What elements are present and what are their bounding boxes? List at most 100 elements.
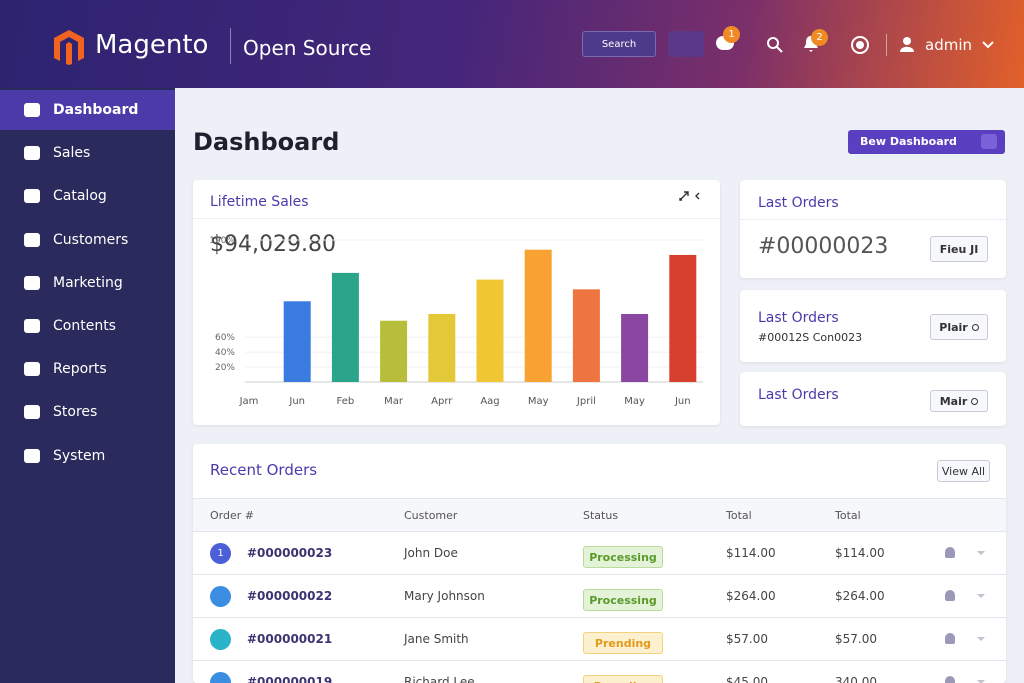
x-tick-label: Feb [337,396,355,407]
nav-item[interactable]: Customers [0,220,175,260]
order-subtitle: #00012S Con0023 [758,331,863,344]
order-icon [210,672,231,683]
customer: Mary Johnson [404,589,485,603]
nav-icon [24,405,40,420]
logo-icon [54,30,84,65]
column-header: Status [583,509,619,522]
order-icon [210,586,231,607]
total: $264.00 [835,589,885,603]
status: Prending [583,632,663,654]
nav-item[interactable]: Dashboard [0,90,175,130]
card-title: Last Orders [758,310,839,326]
user-action[interactable] [945,676,955,683]
row-caret[interactable] [977,680,985,683]
status-icon[interactable] [850,35,870,55]
column-header: Order # [210,509,254,522]
x-tick-label: Mar [384,396,404,407]
nav-label: Catalog [53,188,107,205]
user-action[interactable] [945,590,955,601]
store-icon[interactable] [668,31,704,57]
x-tick-label: Aprr [431,396,453,407]
nav-item[interactable]: Contents [0,306,175,346]
message-badge: 1 [723,26,740,43]
nav-label: Reports [53,361,107,378]
expand-icon[interactable] [679,191,700,201]
x-tick-label: Jpril [576,396,596,407]
search-button[interactable]: Search [582,31,656,57]
x-tick-label: May [528,396,549,407]
order-number: #00000023 [758,234,889,259]
order-row[interactable]: #000000021 Jane Smith Prending $57.00 $57.00 [193,617,1006,660]
user-icon [900,37,914,52]
row-caret[interactable] [977,637,985,645]
nav-item[interactable]: Catalog [0,176,175,216]
order-row[interactable]: #000000019 Richard Lee Reending $45.00 340.0… [193,660,1006,683]
nav-item[interactable]: Stores [0,392,175,432]
alert-badge: 2 [811,29,828,46]
nav-icon [24,103,40,117]
bar [380,320,408,382]
logo: Magento [95,30,209,60]
nav-label: Stores [53,404,98,421]
order-number: #000000019 [247,675,333,683]
nav-item[interactable]: Marketing [0,263,175,303]
user-action[interactable] [945,633,955,644]
customer: Jane Smith [404,632,469,646]
dropdown[interactable] [981,134,997,149]
divider [740,219,1006,220]
x-tick-label: Jam [239,396,259,407]
header: Magento Open Source Search 1 2 admin [0,0,1024,88]
bar [669,254,697,382]
last-orders-card: Last Orders Mair [740,372,1006,426]
bar [524,249,552,382]
column-header: Total [835,509,861,522]
divider [886,34,887,56]
nav-label: System [53,447,106,464]
button-label: Bew Dashboard [860,135,957,148]
customer: Richard Lee [404,675,475,683]
card-button[interactable]: Plair [930,314,988,340]
nav-item[interactable]: System [0,436,175,476]
y-tick-label: 190% [209,236,235,246]
y-tick-label: 40% [215,348,235,358]
last-orders-card: Last Orders #00000023 Fieu JI [740,180,1006,278]
order-icon: 1 [210,543,231,564]
nav-item[interactable]: Reports [0,349,175,389]
y-tick-label: 20% [215,363,235,373]
row-caret[interactable] [977,594,985,602]
view-all-button[interactable]: View All [937,460,990,482]
divider [193,218,720,219]
total: $264.00 [726,589,776,603]
order-row[interactable]: 1 #000000023 John Doe Processing $114.00 $114… [193,531,1006,574]
order-number: #000000022 [247,589,333,603]
nav-item[interactable]: Sales [0,133,175,173]
user-menu[interactable]: admin [925,36,972,54]
total: $45.00 [726,675,768,683]
search-icon[interactable] [766,36,784,54]
card-title: Recent Orders [210,461,318,479]
nav-icon [24,146,40,161]
card-title: Last Orders [758,387,839,403]
bar [621,313,649,382]
nav-icon [24,362,40,377]
new-dashboard-button[interactable]: Bew Dashboard [848,130,1005,154]
column-header: Customer [404,509,458,522]
button-icon [971,323,979,331]
order-row[interactable]: #000000022 Mary Johnson Processing $264.00 $… [193,574,1006,617]
row-caret[interactable] [977,551,985,559]
y-tick-label: 60% [215,333,235,343]
card-button[interactable]: Mair [930,390,988,412]
order-number: #000000023 [247,546,333,560]
order-icon [210,629,231,650]
button-icon [971,397,979,405]
bar [283,301,311,382]
caret [982,41,994,49]
card-button[interactable]: Fieu JI [930,236,988,262]
total: $57.00 [835,632,877,646]
bar [331,272,359,382]
sidebar: Dashboard Sales Catalog Customers Marketing C… [0,88,175,683]
button-label: Mair [939,394,968,408]
user-action[interactable] [945,547,955,558]
last-orders-card: Last Orders #00012S Con0023 Plair [740,290,1006,362]
